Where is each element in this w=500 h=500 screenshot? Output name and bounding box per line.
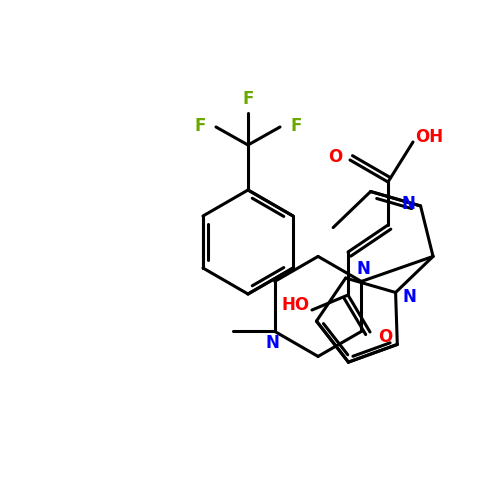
- Text: F: F: [242, 90, 254, 108]
- Text: HO: HO: [282, 296, 310, 314]
- Text: O: O: [328, 148, 342, 166]
- Text: OH: OH: [415, 128, 443, 146]
- Text: N: N: [402, 288, 416, 306]
- Text: N: N: [356, 260, 370, 278]
- Text: N: N: [402, 195, 415, 213]
- Text: F: F: [194, 117, 205, 135]
- Text: F: F: [290, 117, 302, 135]
- Text: O: O: [378, 328, 392, 346]
- Text: N: N: [266, 334, 280, 352]
